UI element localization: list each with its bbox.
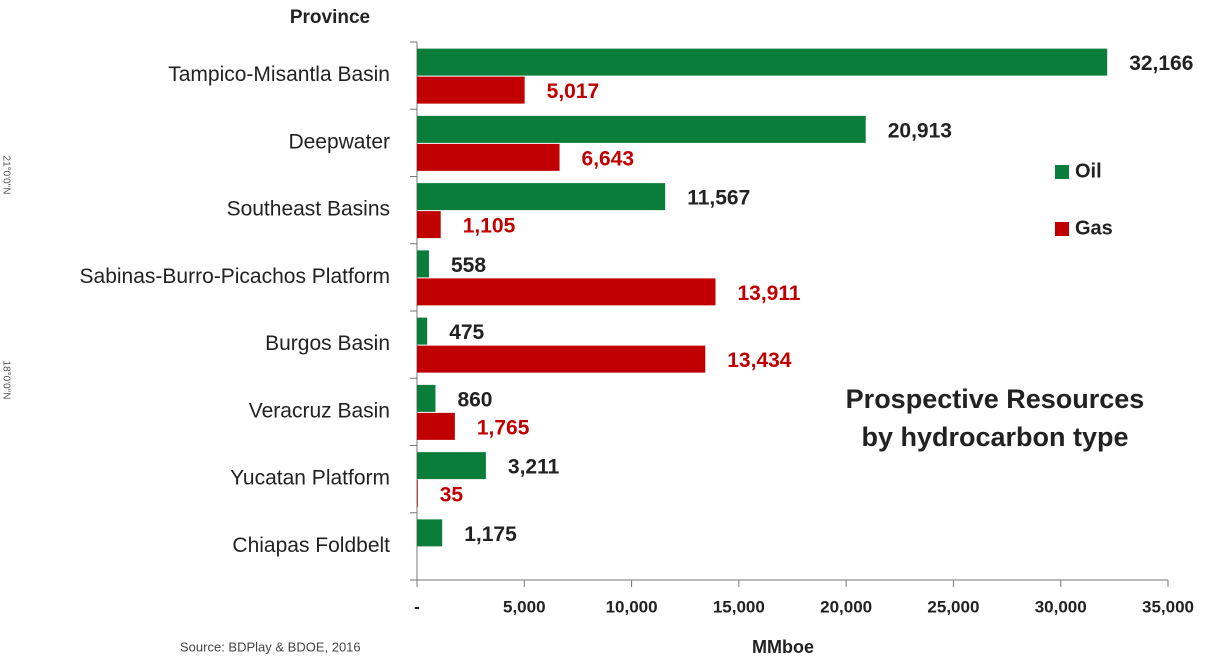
x-tick-label: 35,000 bbox=[1142, 597, 1194, 616]
bar bbox=[417, 317, 428, 345]
bar bbox=[417, 76, 525, 104]
x-tick-label: 5,000 bbox=[503, 597, 546, 616]
y-axis-label: Province bbox=[290, 7, 370, 28]
value-label: 20,913 bbox=[888, 119, 952, 142]
value-label: 32,166 bbox=[1129, 52, 1193, 75]
value-label: 558 bbox=[451, 254, 486, 277]
bar bbox=[417, 143, 560, 171]
annotation: Prospective Resources by hydrocarbon type bbox=[846, 384, 1145, 452]
bar bbox=[417, 48, 1108, 76]
x-tick-label: 20,000 bbox=[820, 597, 872, 616]
value-label: 860 bbox=[457, 388, 492, 411]
category-label: Chiapas Foldbelt bbox=[232, 534, 390, 557]
bar bbox=[417, 452, 486, 480]
value-label: 6,643 bbox=[582, 147, 635, 170]
bar bbox=[417, 412, 455, 440]
side-label: 18°0'0"N bbox=[0, 361, 11, 400]
value-label: 5,017 bbox=[547, 80, 600, 103]
value-label: 13,434 bbox=[727, 349, 792, 372]
category-label: Yucatan Platform bbox=[230, 467, 390, 490]
value-label: 11,567 bbox=[687, 187, 750, 210]
category-label: Veracruz Basin bbox=[249, 399, 390, 422]
category-label: Sabinas-Burro-Picachos Platform bbox=[80, 265, 390, 288]
bar bbox=[417, 183, 666, 211]
category-label: Southeast Basins bbox=[227, 198, 390, 221]
bar bbox=[417, 519, 443, 547]
legend-label: Gas bbox=[1075, 217, 1113, 239]
category-label: Tampico-Misantla Basin bbox=[168, 63, 390, 86]
bar bbox=[417, 115, 866, 143]
value-label: 1,175 bbox=[464, 523, 517, 546]
x-tick-label: 15,000 bbox=[713, 597, 765, 616]
legend-swatch bbox=[1055, 165, 1069, 179]
x-tick-label: 10,000 bbox=[606, 597, 658, 616]
source: Source: BDPlay & BDOE, 2016 bbox=[180, 639, 361, 654]
x-axis-label: MMboe bbox=[752, 637, 814, 657]
x-tick-label: - bbox=[414, 597, 420, 616]
legend-swatch bbox=[1055, 222, 1069, 236]
value-label: 3,211 bbox=[508, 456, 560, 479]
side-label: 21°0'0"N bbox=[0, 156, 11, 195]
x-tick-label: 25,000 bbox=[927, 597, 979, 616]
category-label: Deepwater bbox=[288, 130, 390, 153]
value-label: 35 bbox=[440, 484, 464, 507]
bar bbox=[417, 278, 716, 306]
bar bbox=[417, 345, 706, 373]
legend-label: Oil bbox=[1075, 160, 1102, 182]
category-label: Burgos Basin bbox=[265, 332, 390, 355]
bar bbox=[417, 250, 429, 278]
bar bbox=[417, 384, 436, 412]
value-label: 13,911 bbox=[737, 282, 800, 305]
value-label: 1,105 bbox=[463, 215, 516, 238]
value-label: 475 bbox=[449, 321, 484, 344]
x-tick-label: 30,000 bbox=[1035, 597, 1087, 616]
bar bbox=[417, 211, 441, 239]
bar bbox=[417, 480, 418, 508]
value-label: 1,765 bbox=[477, 416, 530, 439]
